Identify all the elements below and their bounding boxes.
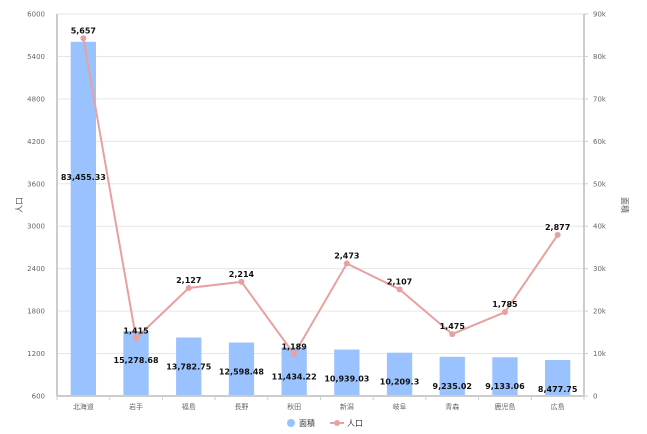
left-y-axis: 600 1200 1800 2400 3000 3600 4200 4800 5400 6000 人…	[15, 11, 58, 401]
bar-data-label: 83,455.33	[61, 173, 106, 182]
x-axis: 北海道 岩手 福島 長野 秋田 新潟 岐阜 青森 鹿児島 広島	[56, 395, 585, 411]
right-tick-label: 0	[593, 393, 597, 401]
right-axis-title: 面積	[620, 197, 630, 213]
line-point[interactable]	[80, 35, 87, 42]
left-tick-label: 600	[32, 393, 45, 401]
left-tick-label: 5400	[27, 53, 45, 61]
left-tick-label: 3600	[27, 180, 45, 188]
line-data-label: 2,214	[229, 270, 255, 279]
bar-data-label: 10,939.03	[324, 375, 369, 384]
bar[interactable]	[176, 337, 202, 396]
left-axis-title: 人口	[15, 197, 24, 213]
legend[interactable]: 面積 人口	[287, 418, 363, 428]
bar-data-label: 11,434.22	[272, 372, 317, 381]
x-tick-label: 岐阜	[393, 402, 407, 411]
right-y-axis: 0 10k 20k 30k 40k 50k 60k 70k 80k 90k 面積	[583, 11, 630, 401]
bar[interactable]	[123, 331, 149, 396]
right-tick-label: 30k	[593, 265, 607, 273]
population-line	[82, 38, 559, 357]
right-tick-label: 70k	[593, 95, 607, 103]
right-tick-label: 80k	[593, 53, 607, 61]
right-tick-label: 40k	[593, 223, 607, 231]
bar-data-label: 9,133.06	[485, 382, 525, 391]
x-tick-label: 長野	[234, 403, 248, 411]
line-data-label: 1,475	[440, 322, 466, 331]
bar[interactable]	[439, 356, 465, 396]
x-tick-label: 秋田	[287, 402, 301, 411]
x-tick-label: 新潟	[340, 402, 354, 411]
line-data-label: 5,657	[71, 26, 96, 35]
left-tick-label: 6000	[27, 11, 45, 19]
line-point[interactable]	[396, 286, 403, 293]
bar-data-label: 15,278.68	[114, 356, 159, 365]
left-tick-label: 1200	[27, 350, 45, 358]
line-point[interactable]	[291, 351, 298, 358]
legend-bar-swatch	[287, 419, 295, 427]
bar-data-label: 9,235.02	[433, 382, 472, 391]
bar[interactable]	[492, 357, 518, 396]
line-data-label: 1,415	[123, 326, 149, 335]
x-tick-label: 岩手	[129, 402, 143, 411]
right-tick-label: 90k	[593, 11, 607, 19]
line-point[interactable]	[449, 331, 456, 338]
legend-line-marker	[334, 420, 340, 426]
x-tick-label: 広島	[551, 402, 565, 411]
line-point[interactable]	[133, 335, 140, 342]
x-tick-label: 北海道	[73, 402, 94, 411]
line-data-label: 2,107	[387, 277, 412, 286]
right-tick-label: 20k	[593, 308, 607, 316]
right-tick-label: 60k	[593, 138, 607, 146]
line-data-label: 2,473	[334, 252, 359, 261]
line-point[interactable]	[238, 278, 245, 285]
line-data-label: 1,189	[281, 342, 307, 351]
legend-bar-label[interactable]: 面積	[299, 418, 315, 428]
line-data-label: 2,877	[545, 223, 570, 232]
x-tick-label: 鹿児島	[494, 402, 515, 411]
line-series	[80, 35, 561, 358]
line-data-label: 2,127	[176, 276, 201, 285]
line-point[interactable]	[185, 284, 192, 291]
right-tick-label: 50k	[593, 180, 607, 188]
data-labels: 83,455.33 15,278.68 13,782.75 12,598.48 11,4…	[61, 26, 578, 394]
bar-series	[70, 41, 571, 396]
gridlines	[57, 13, 584, 397]
left-tick-label: 3000	[27, 223, 45, 231]
bar-data-label: 12,598.48	[219, 368, 264, 377]
line-point[interactable]	[554, 231, 561, 238]
bar[interactable]	[70, 41, 96, 396]
bar[interactable]	[545, 360, 571, 396]
left-tick-label: 4200	[27, 138, 45, 146]
bar-data-label: 13,782.75	[166, 362, 211, 371]
left-tick-label: 4800	[27, 95, 45, 103]
bar[interactable]	[334, 349, 360, 396]
bar[interactable]	[386, 352, 413, 396]
left-tick-label: 2400	[27, 265, 45, 273]
x-tick-label: 青森	[445, 402, 459, 411]
line-point[interactable]	[343, 260, 350, 267]
bar-data-label: 10,209.3	[380, 378, 419, 387]
legend-line-label[interactable]: 人口	[347, 419, 363, 428]
right-tick-label: 10k	[593, 350, 607, 358]
line-data-label: 1,785	[492, 300, 518, 309]
bar-data-label: 8,477.75	[538, 385, 578, 394]
left-tick-label: 1800	[27, 308, 45, 316]
bar[interactable]	[228, 342, 255, 396]
line-point[interactable]	[501, 309, 508, 316]
x-tick-label: 福島	[182, 402, 196, 411]
